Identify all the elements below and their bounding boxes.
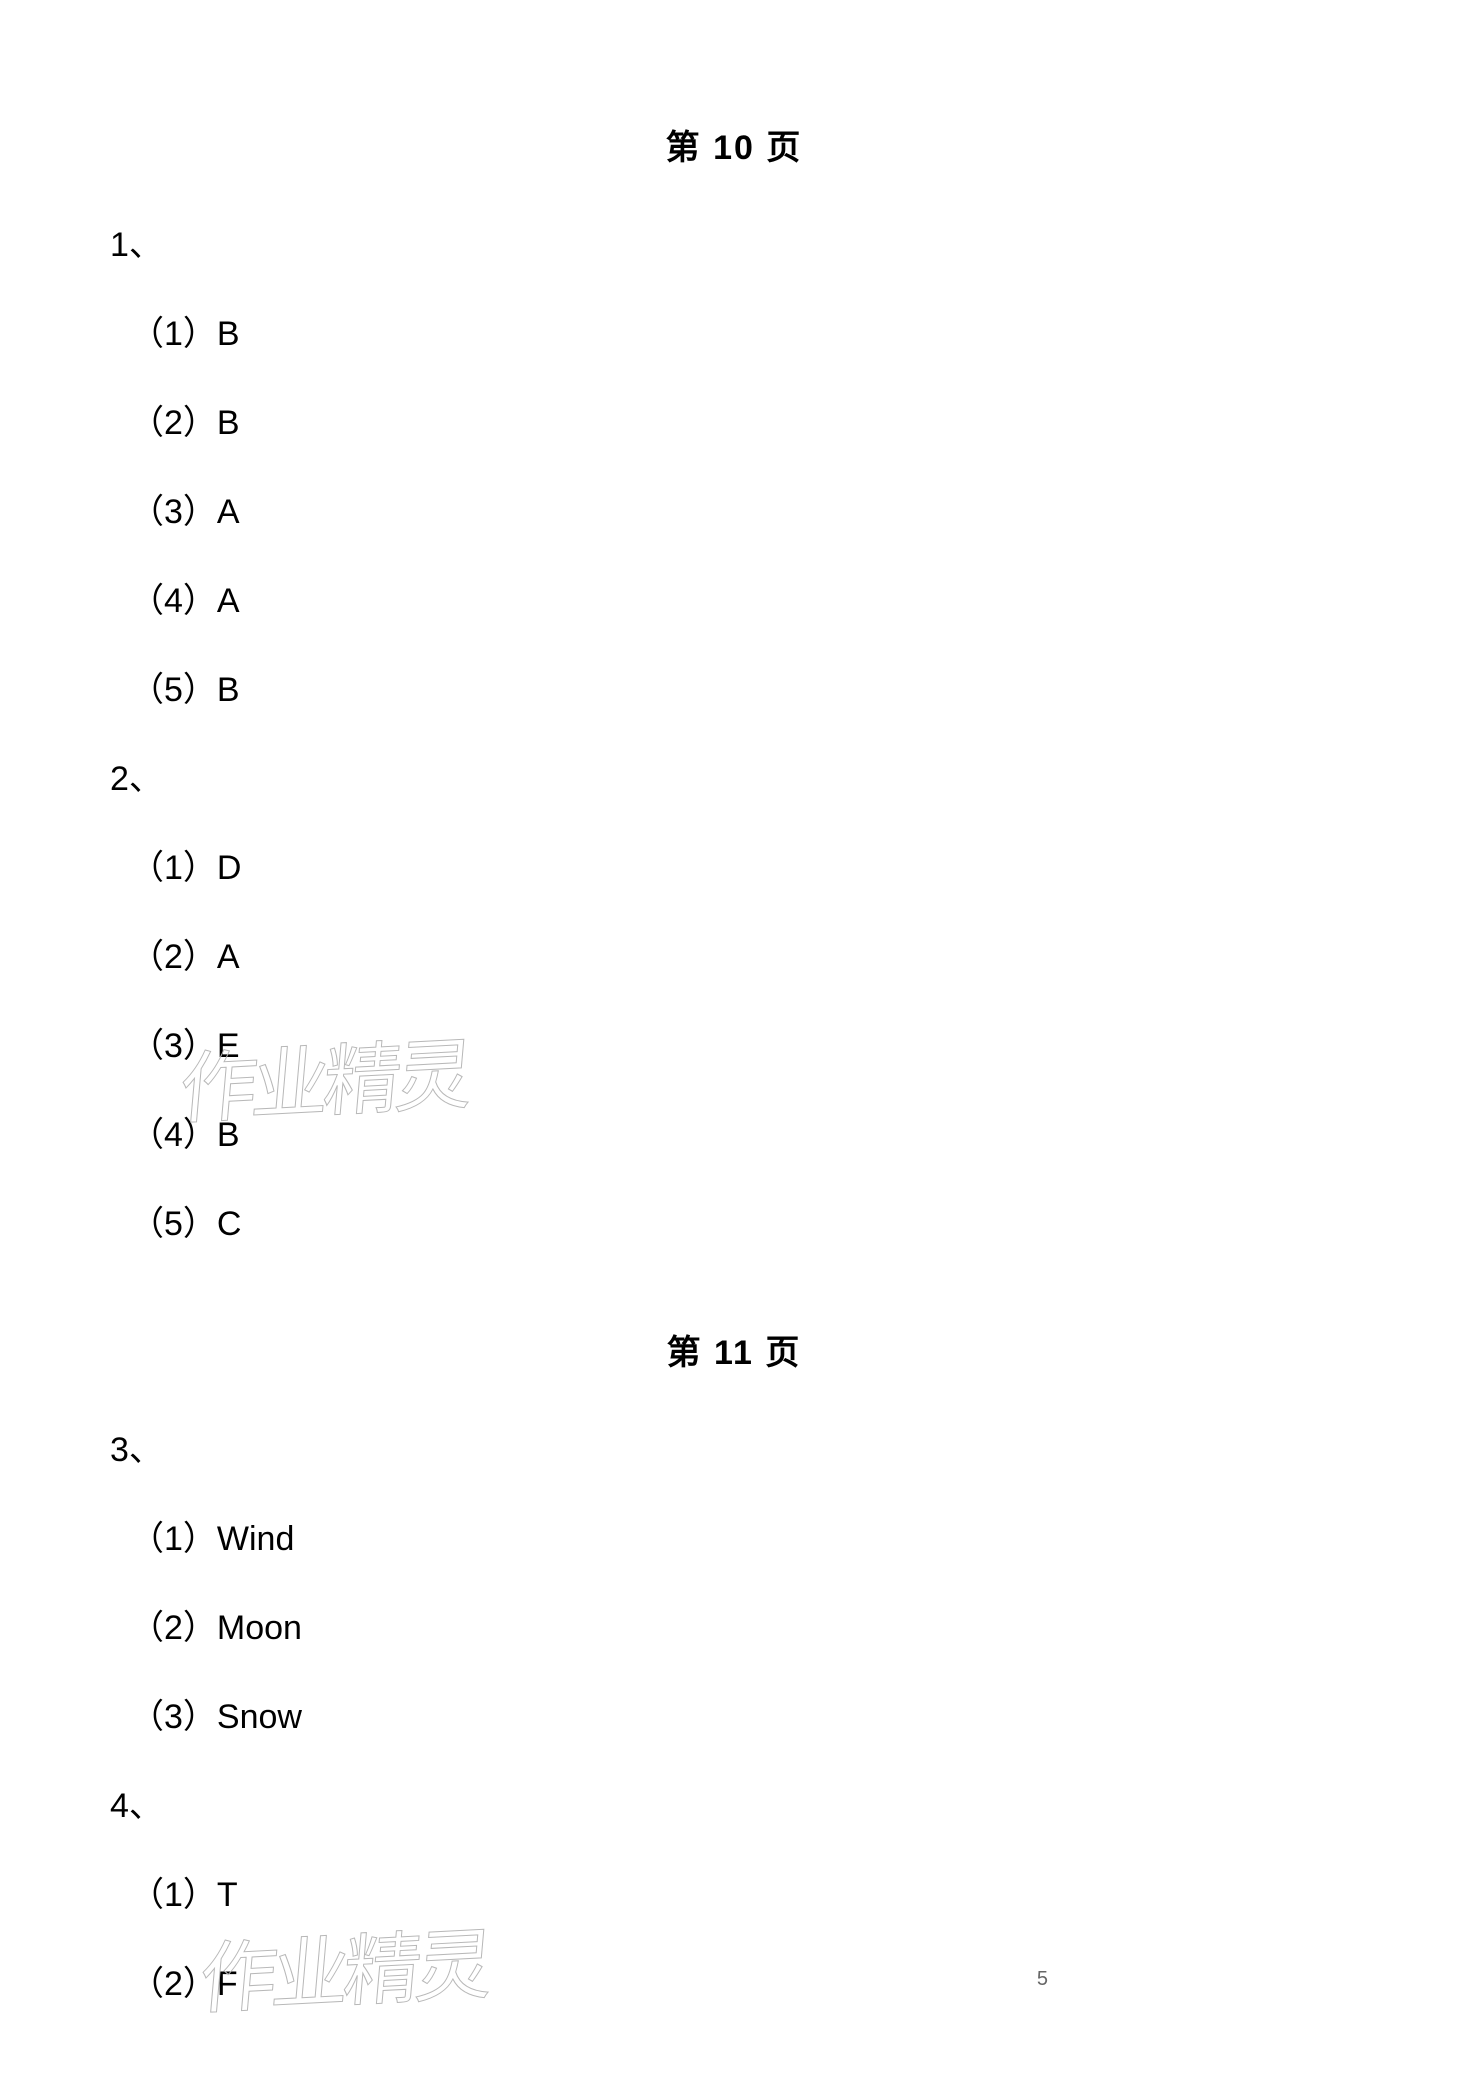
answer-item: （3）E: [130, 1018, 1358, 1067]
page-number: 5: [1037, 1968, 1048, 1991]
answer-item: （2）F: [130, 1956, 1358, 2005]
answer-item: （1）B: [130, 306, 1358, 355]
answer-item: （2）Moon: [130, 1600, 1358, 1649]
section-heading-1: 第 10 页: [110, 120, 1358, 169]
answer-item: （1）D: [130, 840, 1358, 889]
question-number: 3、: [110, 1422, 1358, 1471]
answer-item: （4）B: [130, 1107, 1358, 1156]
answer-item: （1）Wind: [130, 1511, 1358, 1560]
section-heading-2: 第 11 页: [110, 1325, 1358, 1374]
page-content: 第 10 页 1、 （1）B （2）B （3）A （4）A （5）B 2、 （1…: [0, 0, 1468, 2085]
answer-item: （4）A: [130, 573, 1358, 622]
question-number: 2、: [110, 751, 1358, 800]
answer-item: （1）T: [130, 1867, 1358, 1916]
answer-item: （5）C: [130, 1196, 1358, 1245]
answer-item: （2）B: [130, 395, 1358, 444]
answer-item: （3）Snow: [130, 1689, 1358, 1738]
answer-item: （2）A: [130, 929, 1358, 978]
answer-item: （3）A: [130, 484, 1358, 533]
answer-item: （5）B: [130, 662, 1358, 711]
question-number: 1、: [110, 217, 1358, 266]
question-number: 4、: [110, 1778, 1358, 1827]
